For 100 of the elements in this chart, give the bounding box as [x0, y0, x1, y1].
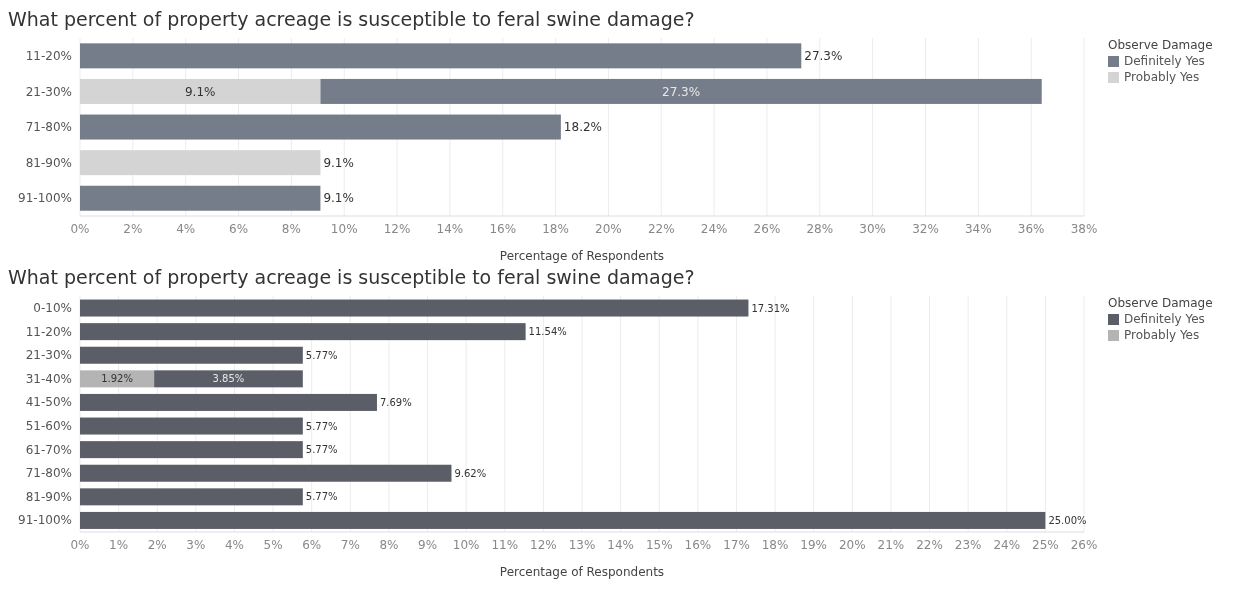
x-axis-title: Percentage of Respondents [499, 565, 665, 579]
x-tick-label: 6% [229, 221, 249, 236]
x-tick-label: 23% [954, 537, 982, 552]
x-tick-label: 2% [147, 537, 167, 552]
y-tick-label: 71-80% [25, 120, 72, 135]
x-axis-title: Percentage of Respondents [499, 249, 665, 263]
legend-title: Observe Damage [1108, 38, 1214, 52]
x-tick-label: 0% [70, 221, 90, 236]
x-tick-label: 0% [70, 537, 90, 552]
y-tick-label: 11-20% [25, 49, 72, 64]
y-tick-label: 31-40% [25, 371, 72, 386]
y-tick-label: 91-100% [18, 191, 72, 206]
x-tick-label: 9% [418, 537, 438, 552]
bar [80, 346, 303, 364]
data-label: 18.2% [563, 120, 602, 135]
y-tick-label: 81-90% [25, 489, 72, 504]
bar [80, 441, 303, 459]
legend-label: Probably Yes [1124, 70, 1200, 84]
data-label: 5.77% [305, 420, 338, 432]
y-tick-label: 61-70% [25, 442, 72, 457]
data-label: 3.85% [212, 373, 245, 385]
bar [80, 78, 321, 104]
x-tick-label: 11% [491, 537, 519, 552]
x-tick-label: 16% [684, 537, 712, 552]
bar [80, 185, 321, 211]
x-tick-label: 19% [800, 537, 828, 552]
bar [80, 299, 749, 317]
x-tick-label: 10% [452, 537, 480, 552]
x-tick-label: 4% [176, 221, 196, 236]
x-tick-label: 16% [489, 221, 517, 236]
data-label: 5.77% [305, 491, 338, 503]
x-tick-label: 20% [838, 537, 866, 552]
x-tick-label: 38% [1070, 221, 1098, 236]
x-tick-label: 14% [436, 221, 464, 236]
data-label: 5.77% [305, 444, 338, 456]
bar [80, 393, 377, 411]
y-tick-label: 0-10% [33, 301, 72, 316]
x-tick-label: 2% [123, 221, 143, 236]
data-label: 1.92% [101, 373, 133, 385]
bar [80, 488, 303, 506]
y-tick-label: 91-100% [18, 513, 72, 528]
x-tick-label: 26% [1070, 537, 1098, 552]
x-tick-label: 24% [700, 221, 728, 236]
legend-title: Observe Damage [1108, 296, 1214, 310]
x-tick-label: 7% [340, 537, 360, 552]
y-tick-label: 41-50% [25, 395, 72, 410]
x-tick-label: 32% [912, 221, 939, 236]
x-tick-label: 22% [916, 537, 943, 552]
legend-label: Definitely Yes [1124, 312, 1205, 326]
x-tick-label: 13% [568, 537, 596, 552]
x-tick-label: 5% [263, 537, 283, 552]
y-tick-label: 21-30% [25, 348, 72, 363]
x-tick-label: 20% [595, 221, 622, 236]
x-tick-label: 36% [1017, 221, 1045, 236]
x-tick-label: 25% [1032, 537, 1059, 552]
bar [80, 511, 1046, 529]
y-tick-label: 21-30% [25, 84, 72, 99]
x-tick-label: 17% [723, 537, 750, 552]
x-tick-label: 3% [186, 537, 206, 552]
y-tick-label: 81-90% [25, 155, 72, 170]
y-tick-label: 51-60% [25, 419, 72, 434]
x-tick-label: 28% [806, 221, 834, 236]
x-tick-label: 12% [530, 537, 557, 552]
x-tick-label: 21% [877, 537, 905, 552]
chart-title: What percent of property acreage is susceptible to feral swine damage? [8, 8, 696, 32]
bar [80, 43, 802, 69]
x-tick-label: 22% [647, 221, 675, 236]
x-tick-label: 34% [964, 221, 992, 236]
x-tick-label: 24% [993, 537, 1021, 552]
data-label: 11.54% [528, 326, 567, 338]
x-tick-label: 8% [281, 221, 301, 236]
data-label: 27.3% [804, 49, 843, 64]
x-tick-label: 18% [542, 221, 569, 236]
data-label: 9.62% [454, 467, 487, 479]
x-tick-label: 14% [607, 537, 634, 552]
bar [80, 150, 321, 176]
bar [80, 417, 303, 435]
bar [80, 114, 561, 140]
data-label: 9.1% [184, 84, 216, 99]
y-tick-label: 11-20% [25, 324, 72, 339]
data-label: 27.3% [662, 84, 701, 99]
legend-label: Probably Yes [1124, 328, 1200, 342]
chart-title: What percent of property acreage is susceptible to feral swine damage? [8, 266, 696, 290]
x-tick-label: 8% [379, 537, 399, 552]
data-label: 9.1% [323, 191, 354, 206]
y-tick-label: 71-80% [25, 466, 72, 481]
data-label: 9.1% [323, 155, 354, 170]
x-tick-label: 12% [383, 221, 411, 236]
data-label: 25.00% [1048, 514, 1087, 526]
data-label: 5.77% [305, 349, 338, 361]
x-tick-label: 26% [753, 221, 781, 236]
data-label: 7.69% [379, 396, 412, 408]
x-tick-label: 15% [645, 537, 673, 552]
bar [80, 323, 526, 341]
x-tick-label: 6% [302, 537, 322, 552]
data-label: 17.31% [751, 302, 790, 314]
bar [154, 370, 303, 388]
x-tick-label: 30% [859, 221, 886, 236]
bar [80, 464, 452, 482]
x-tick-label: 10% [330, 221, 358, 236]
